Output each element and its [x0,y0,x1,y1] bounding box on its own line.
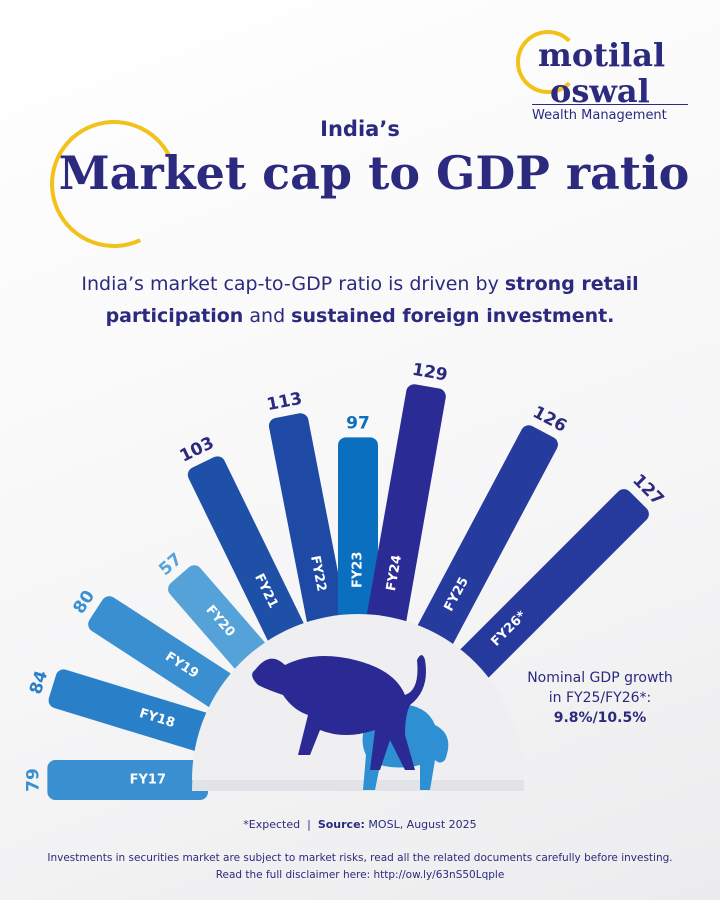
bar-rect [268,413,348,636]
bar-rect [338,437,378,630]
expected-note: *Expected | [243,818,318,831]
bar-rect [47,760,208,800]
disclaimer-line-1: Investments in securities market are sub… [47,852,673,864]
subtitle: India’s market cap-to-GDP ratio is drive… [40,268,680,332]
disclaimer: Investments in securities market are sub… [0,850,720,884]
bar-fy23: FY23 97 [338,413,378,630]
bar-value-label: 84 [26,668,52,697]
radial-bar-chart: FY1779FY1884FY1980FY2057FY21103FY22113FY… [23,360,668,800]
note-line-1: Nominal GDP growth [527,670,673,686]
bar-rect [365,384,446,635]
logo-ring [516,30,580,94]
subtitle-text-2: and [243,305,292,327]
page-title: Market cap to GDP ratio [58,146,690,200]
bull-and-bear-icon [252,655,449,790]
subtitle-bold-2: sustained foreign investment. [291,305,615,327]
title-kicker: India’s [320,117,400,141]
logo-tagline: Wealth Management [532,108,667,123]
note-value: 9.8%/10.5% [553,710,647,726]
bar-fy17: FY17 79 [23,760,208,800]
subtitle-text: India’s market cap-to-GDP ratio is drive… [81,273,505,295]
bar-value-label: 113 [265,389,304,415]
bar-value-label: 129 [411,360,449,386]
subtitle-bold-1: strong retail participation [105,273,639,327]
logo-word-1: motilal [538,36,666,74]
bar-category-label: FY23 [351,552,366,588]
bar-value-label: 97 [346,413,370,433]
source-label: Source: [317,818,365,831]
note-line-2: in FY25/FY26*: [548,690,652,706]
bar-category-label: FY22 [307,554,329,593]
motilal-oswal-logo: motilal oswal Wealth Management [512,30,692,130]
source-line: *Expected | Source: MOSL, August 2025 [0,818,720,831]
logo-divider [532,104,688,105]
bar-rect [187,456,308,652]
bar-rect [48,669,219,754]
source-value: MOSL, August 2025 [364,818,477,831]
logo-word-2: oswal [550,72,650,110]
disclaimer-link[interactable]: Read the full disclaimer here: http://ow… [215,869,505,881]
bar-rect [413,425,558,655]
bar-category-label: FY17 [130,773,166,788]
gdp-growth-note: Nominal GDP growth in FY25/FY26*: 9.8%/1… [515,668,685,728]
bar-rect [168,565,272,677]
bar-rect [453,489,649,685]
bar-value-label: 79 [23,768,43,792]
bar-category-label: FY24 [384,554,405,592]
bar-fy24: FY24 129 [365,360,449,635]
bar-rect [88,596,241,713]
